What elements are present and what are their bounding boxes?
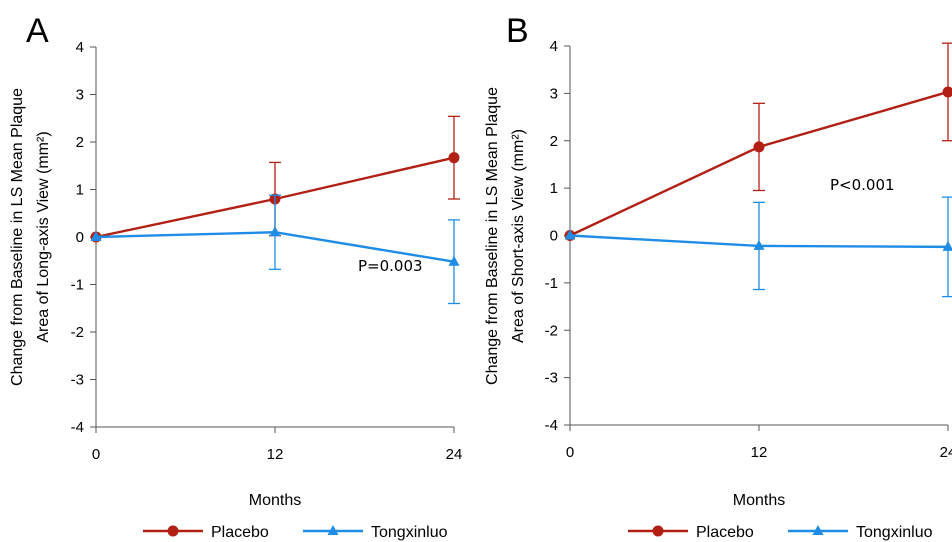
legend-item-placebo: Placebo	[143, 524, 269, 541]
data-point	[90, 231, 102, 241]
y-tick-label: 1	[76, 182, 84, 199]
panel-letter: B	[506, 12, 529, 50]
data-point	[448, 255, 460, 266]
x-tick-label: 24	[446, 446, 463, 463]
y-tick-label: -1	[545, 275, 558, 292]
series-tongxinluo	[564, 196, 952, 298]
y-tick-label: 0	[76, 229, 84, 246]
y-tick-label: 4	[76, 39, 84, 56]
legend-label: Placebo	[696, 524, 754, 541]
legend-label: Tongxinluo	[856, 524, 933, 541]
x-tick-label: 12	[267, 446, 284, 463]
y-tick-label: 3	[550, 85, 558, 102]
y-tick-label: 2	[76, 134, 84, 151]
y-tick-label: -2	[71, 324, 84, 341]
y-axis-title-line: Change from Baseline in LS Mean Plaque	[9, 88, 26, 386]
y-tick-label: 4	[550, 38, 558, 55]
data-point	[448, 152, 460, 164]
data-point	[564, 229, 576, 240]
y-tick-label: -4	[545, 417, 558, 434]
legend-marker	[327, 525, 339, 535]
y-tick-label: -4	[71, 419, 84, 436]
y-axis-title-line: Change from Baseline in LS Mean Plaque	[484, 87, 501, 385]
legend-marker	[812, 525, 824, 535]
y-tick-label: 2	[550, 133, 558, 150]
legend-item-tongxinluo: Tongxinluo	[303, 524, 448, 541]
panel-letter: A	[26, 12, 49, 50]
y-tick-label: -2	[545, 322, 558, 339]
legend-marker	[652, 525, 664, 537]
x-tick-label: 0	[92, 446, 100, 463]
y-tick-label: 1	[550, 180, 558, 197]
y-tick-label: -3	[71, 372, 84, 389]
x-axis-title: Months	[733, 492, 785, 509]
y-tick-label: 0	[550, 228, 558, 245]
p-value-annotation: P=0.003	[358, 257, 423, 275]
data-point	[269, 226, 281, 237]
x-axis-title: Months	[249, 492, 301, 509]
data-point	[753, 239, 765, 250]
y-axis-title-line: Area of Long-axis View (mm²)	[35, 131, 52, 342]
y-tick-label: 3	[76, 87, 84, 104]
x-tick-label: 0	[566, 444, 574, 461]
x-tick-label: 24	[940, 444, 952, 461]
data-point	[942, 86, 952, 98]
legend-marker	[167, 525, 179, 537]
y-tick-label: -1	[71, 277, 84, 294]
legend: Placebo Tongxinluo	[628, 524, 933, 541]
y-tick-label: -3	[545, 370, 558, 387]
data-point	[942, 240, 952, 251]
x-tick-label: 12	[751, 444, 768, 461]
legend-label: Placebo	[211, 524, 269, 541]
legend-item-placebo: Placebo	[628, 524, 754, 541]
legend: Placebo Tongxinluo	[143, 524, 448, 541]
legend-item-tongxinluo: Tongxinluo	[788, 524, 933, 541]
series-placebo	[564, 42, 952, 241]
y-axis-title-line: Area of Short-axis View (mm²)	[510, 129, 527, 343]
series-tongxinluo	[90, 194, 460, 305]
p-value-annotation: P<0.001	[830, 176, 895, 194]
data-point	[753, 141, 765, 153]
legend-label: Tongxinluo	[371, 524, 448, 541]
